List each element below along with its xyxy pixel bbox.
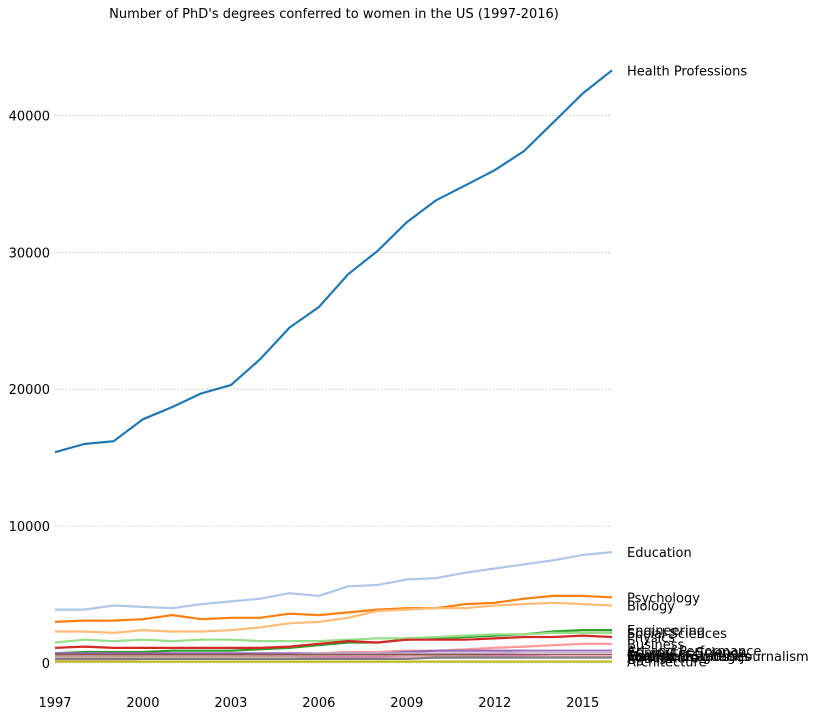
axis-ticks: 0 10000 20000 30000 40000 1997 2000 2003 2006 200… bbox=[9, 109, 600, 711]
series-line-5 bbox=[54, 631, 612, 644]
series-end-label: Agriculture bbox=[627, 652, 699, 667]
series-end-label: Art and Performance bbox=[627, 645, 761, 660]
x-tick-label: 2006 bbox=[302, 696, 335, 711]
x-tick-label: 2003 bbox=[214, 696, 247, 711]
y-tick-label: 20000 bbox=[9, 383, 50, 398]
gridlines bbox=[55, 115, 612, 664]
x-tick-label: 1997 bbox=[38, 696, 71, 711]
series-end-label: Computer Science bbox=[627, 646, 746, 661]
series-line-0 bbox=[54, 69, 613, 454]
series-end-label: Math and Statistics bbox=[627, 650, 752, 665]
series-end-label: English bbox=[627, 649, 674, 664]
series-end-label: Engineering bbox=[627, 624, 705, 639]
series-end-label: Foreign Languages bbox=[627, 650, 750, 665]
series-line-3 bbox=[55, 601, 613, 635]
series-end-label: Health Professions bbox=[627, 64, 747, 79]
series-end-label: Education bbox=[627, 546, 692, 561]
series-end-label: Social Sciences bbox=[627, 627, 727, 642]
series-end-label: Architecture bbox=[627, 656, 707, 671]
y-tick-label: 0 bbox=[42, 657, 50, 672]
x-tick-label: 2012 bbox=[478, 696, 511, 711]
series-end-label: Communications\Journalism bbox=[627, 650, 809, 665]
series-lines bbox=[54, 69, 613, 663]
series-labels: Health Professions Education PsychologyBio… bbox=[627, 64, 809, 670]
y-tick-label: 10000 bbox=[9, 520, 50, 535]
series-line-1 bbox=[55, 551, 613, 611]
series-end-label: Psychology bbox=[627, 591, 700, 606]
y-tick-label: 30000 bbox=[9, 246, 50, 261]
x-tick-label: 2000 bbox=[126, 696, 159, 711]
x-tick-label: 2015 bbox=[566, 696, 599, 711]
series-line-2 bbox=[54, 594, 613, 623]
chart-title: Number of PhD's degrees conferred to wom… bbox=[109, 7, 559, 22]
series-end-label: Business bbox=[627, 638, 685, 653]
series-line-14 bbox=[55, 656, 612, 661]
y-tick-label: 40000 bbox=[9, 109, 50, 124]
series-line-6 bbox=[54, 634, 613, 650]
series-end-label: Biology bbox=[627, 600, 675, 615]
x-tick-label: 2009 bbox=[390, 696, 423, 711]
series-end-label: Physics bbox=[627, 631, 675, 646]
